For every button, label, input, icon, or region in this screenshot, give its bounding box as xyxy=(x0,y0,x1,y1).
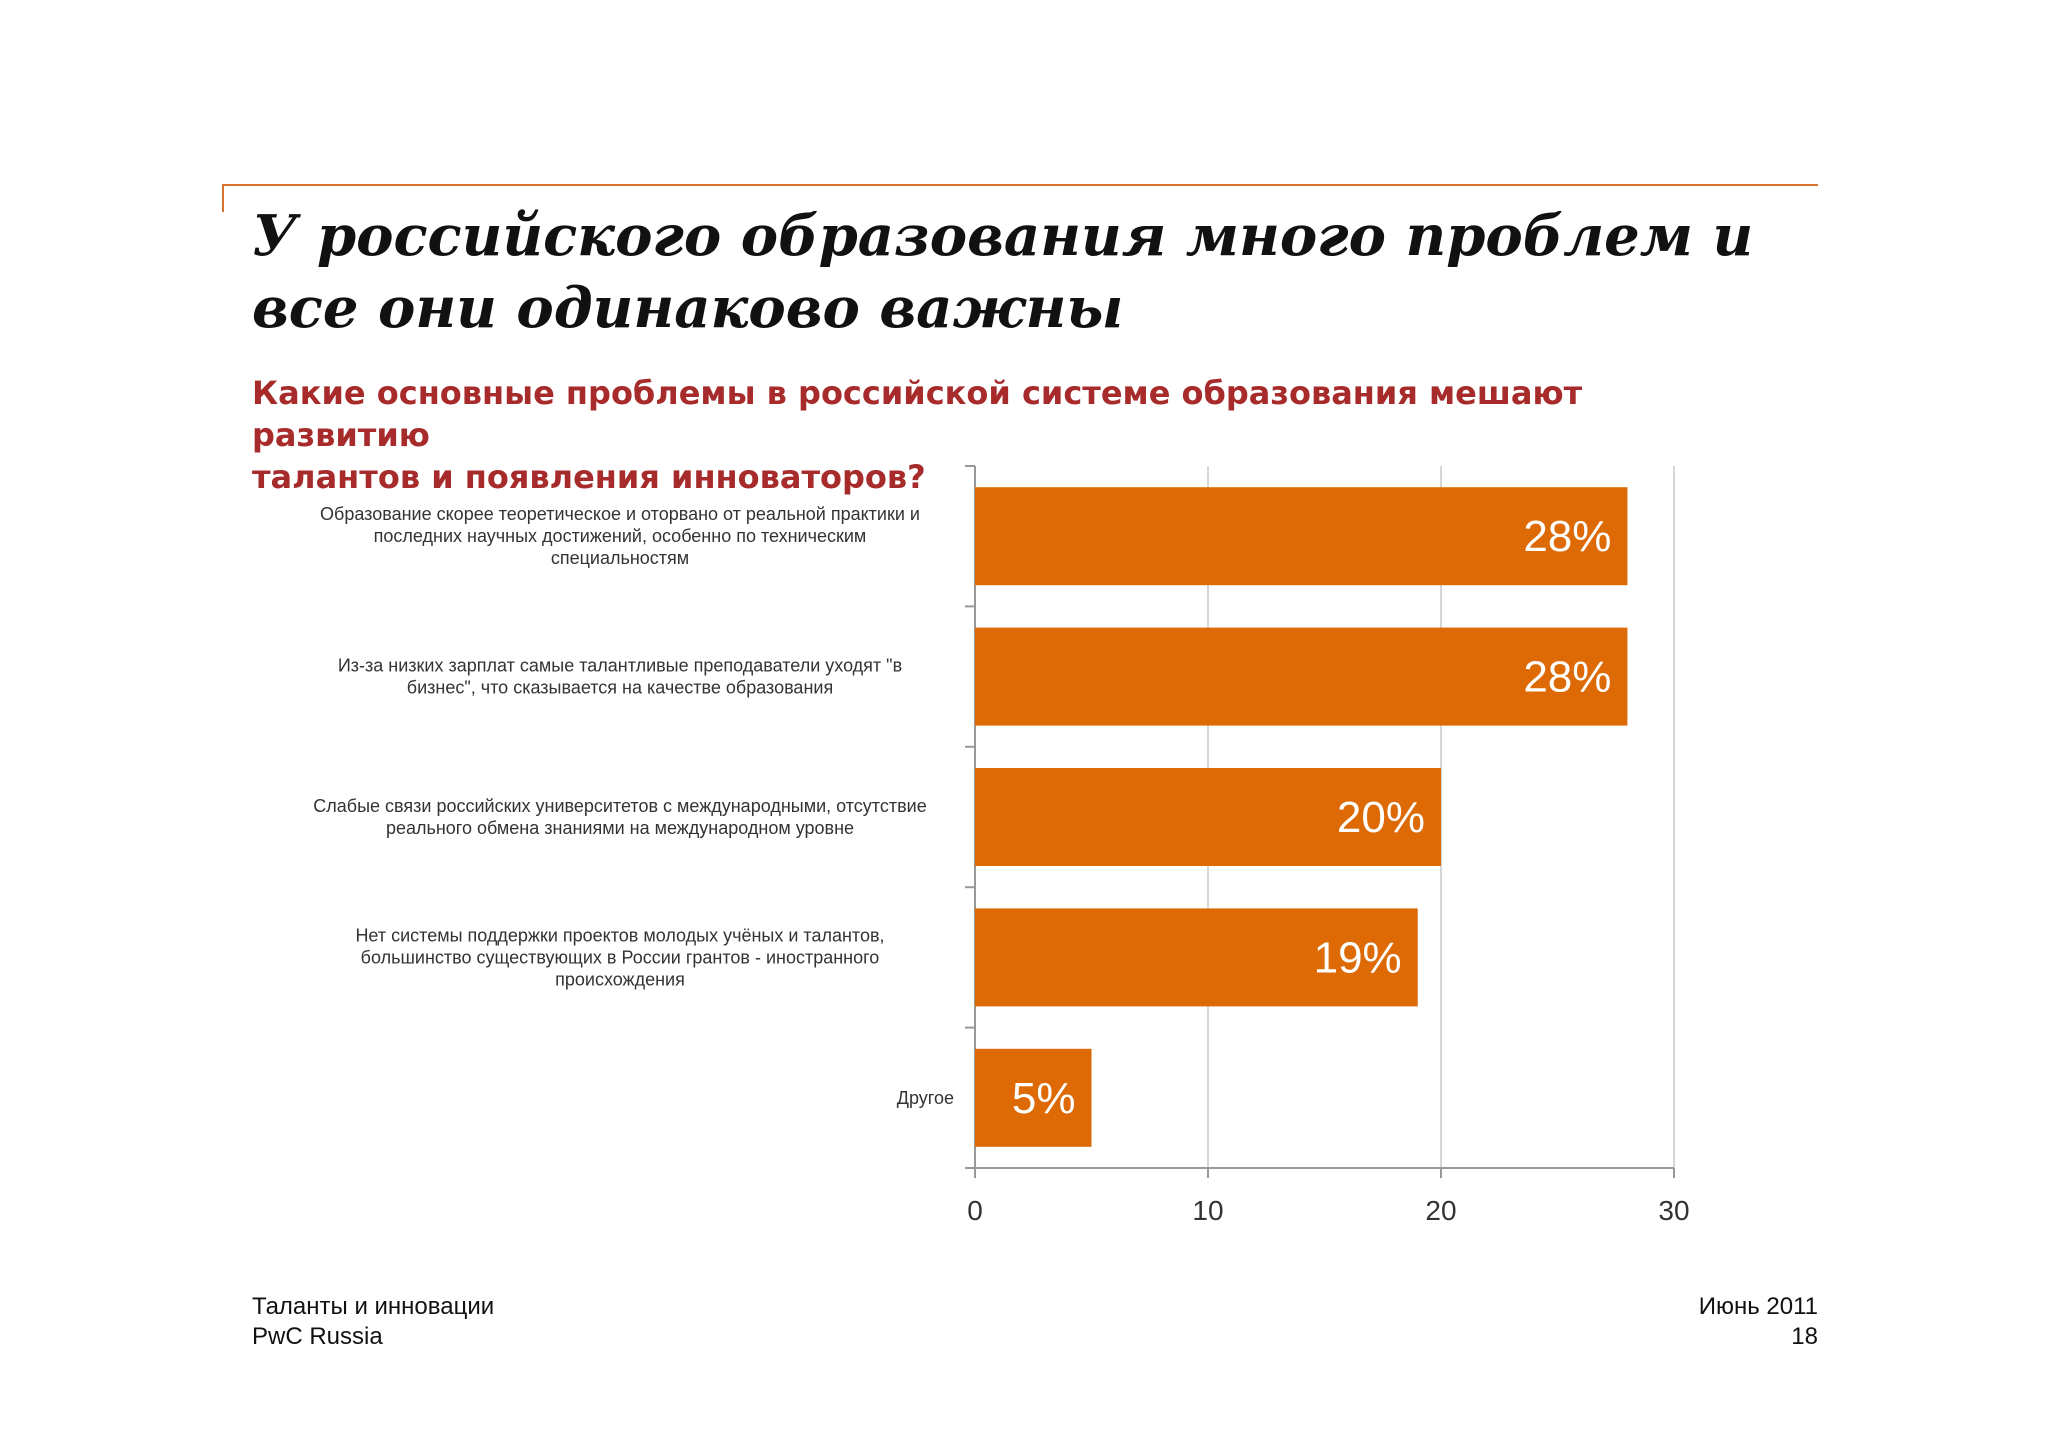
x-tick-label-0: 0 xyxy=(967,1195,983,1226)
chart-title: Какие основные проблемы в российской сис… xyxy=(252,372,1752,498)
x-tick-label-1: 10 xyxy=(1192,1195,1223,1226)
bar-3 xyxy=(975,908,1418,1007)
category-label-0-line-2: специальностям xyxy=(551,548,689,568)
footer-date: Июнь 2011 xyxy=(1698,1293,1818,1320)
chart-title-line-1: Какие основные проблемы в российской сис… xyxy=(252,374,1583,454)
corner-accent-tick xyxy=(222,184,224,212)
category-label-3-line-1: большинство существующих в России гранто… xyxy=(361,947,880,967)
category-label-4: Другое xyxy=(897,1088,954,1108)
slide-title-line-2: все они одинаково важны xyxy=(252,275,1124,341)
category-label-2-line-0: Слабые связи российских университетов с … xyxy=(313,796,926,816)
footer-page-number: 18 xyxy=(1791,1323,1818,1350)
category-label-2: Слабые связи российских университетов с … xyxy=(313,796,926,838)
category-label-1: Из-за низких зарплат самые талантливые п… xyxy=(338,656,902,698)
category-label-1-line-0: Из-за низких зарплат самые талантливые п… xyxy=(338,656,902,676)
data-label-4: 5% xyxy=(1012,1074,1076,1123)
top-accent-rule xyxy=(222,184,1818,186)
data-label-0: 28% xyxy=(1523,512,1611,561)
footer-report-name: Таланты и инновации xyxy=(252,1293,495,1320)
slide-title: У российского образования много проблем … xyxy=(252,200,1812,344)
category-label-4-line-0: Другое xyxy=(897,1088,954,1108)
x-tick-label-3: 30 xyxy=(1658,1195,1689,1226)
bar-4 xyxy=(975,1048,1092,1147)
category-label-0-line-0: Образование скорее теоретическое и оторв… xyxy=(320,504,920,524)
category-label-3-line-2: происхождения xyxy=(555,969,685,989)
category-label-3: Нет системы поддержки проектов молодых у… xyxy=(355,925,884,989)
bar-1 xyxy=(975,627,1628,726)
slide-title-line-1: У российского образования много проблем … xyxy=(252,203,1754,269)
x-tick-label-2: 20 xyxy=(1425,1195,1456,1226)
data-label-1: 28% xyxy=(1523,653,1611,702)
category-label-0: Образование скорее теоретическое и оторв… xyxy=(320,504,920,568)
footer-right: Июнь 2011 18 xyxy=(1699,1292,1818,1352)
footer-left: Таланты и инновации PwC Russia xyxy=(252,1292,494,1352)
data-label-3: 19% xyxy=(1314,933,1402,982)
bar-2 xyxy=(975,768,1441,866)
data-label-2: 20% xyxy=(1337,793,1425,842)
chart-title-line-2: талантов и появления инноваторов? xyxy=(252,458,926,496)
footer-company: PwC Russia xyxy=(252,1323,383,1350)
category-label-2-line-1: реального обмена знаниями на международн… xyxy=(386,818,854,838)
bar-0 xyxy=(975,487,1628,586)
category-label-0-line-1: последних научных достижений, особенно п… xyxy=(374,526,867,546)
category-label-3-line-0: Нет системы поддержки проектов молодых у… xyxy=(355,925,884,945)
category-label-1-line-1: бизнес", что сказывается на качестве обр… xyxy=(407,678,833,698)
